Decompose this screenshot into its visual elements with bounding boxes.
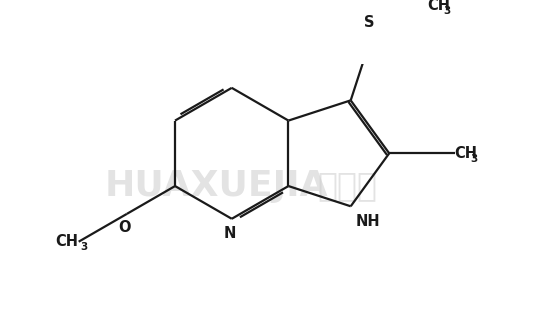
Text: S: S	[363, 16, 374, 30]
Text: 3: 3	[470, 154, 478, 164]
Text: CH: CH	[428, 0, 451, 13]
Text: 3: 3	[81, 242, 88, 252]
Text: O: O	[119, 220, 131, 235]
Text: 化学加: 化学加	[318, 170, 377, 203]
Text: N: N	[223, 226, 236, 242]
Text: NH: NH	[356, 214, 380, 229]
Text: 3: 3	[444, 6, 451, 16]
Text: CH: CH	[55, 234, 78, 249]
Text: HUAXUEJIA: HUAXUEJIA	[105, 169, 329, 203]
Text: CH: CH	[455, 146, 478, 161]
